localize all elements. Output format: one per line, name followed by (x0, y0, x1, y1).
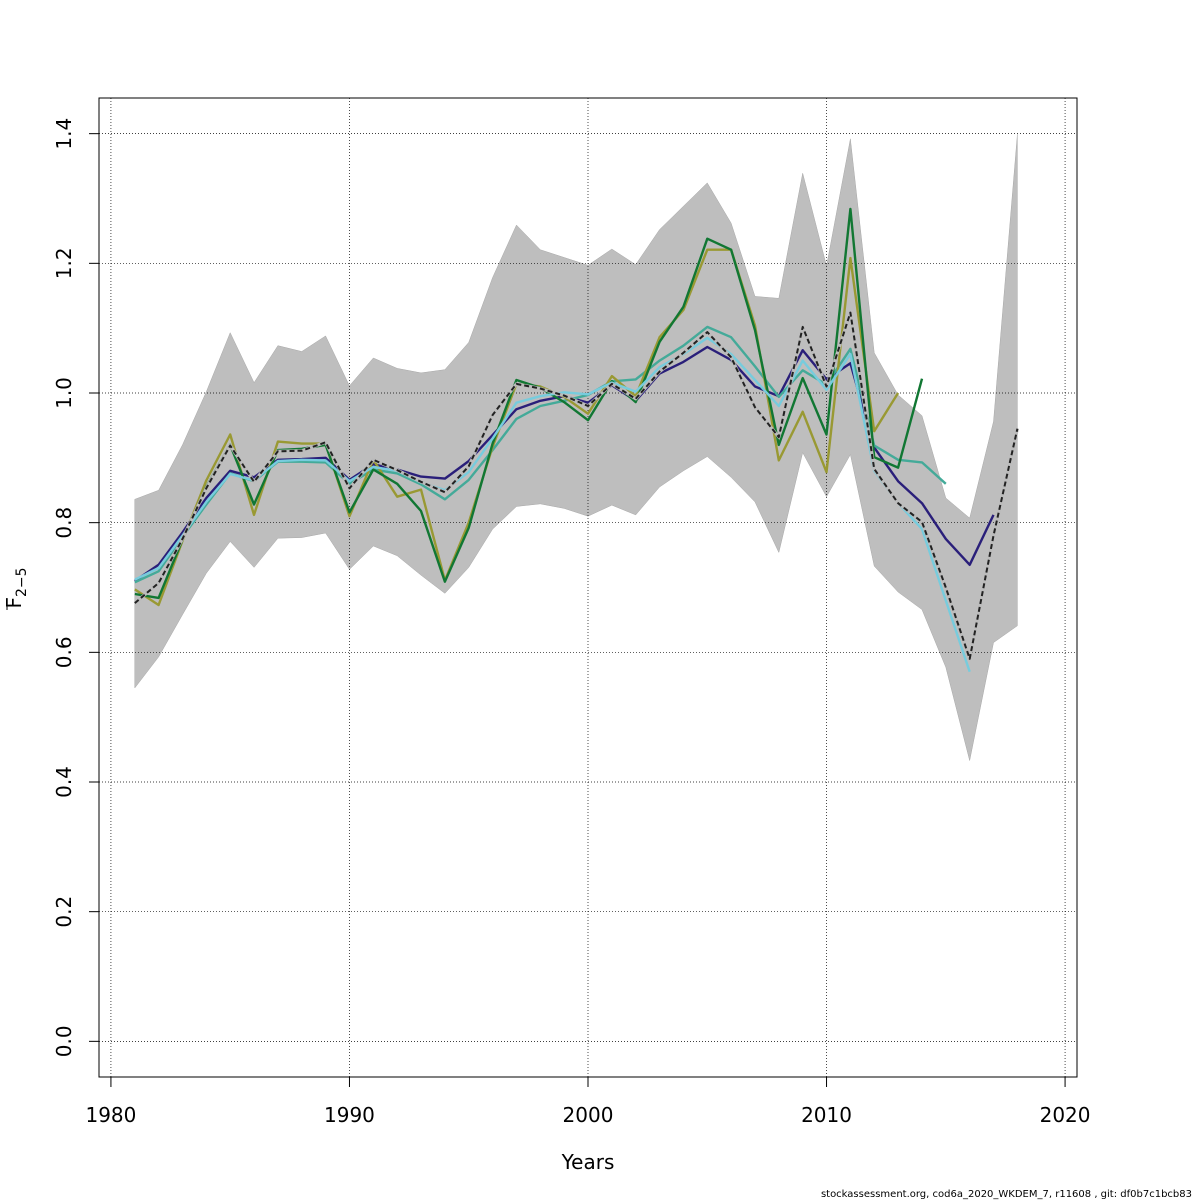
x-axis: 1980 1990 2000 2010 2020 (85, 1076, 1091, 1127)
x-tick-label: 2000 (563, 1103, 614, 1127)
series-layer (133, 207, 1019, 673)
y-tick-label: 0.4 (52, 766, 76, 798)
x-tick-label: 2010 (801, 1103, 852, 1127)
y-tick-label: 0.0 (52, 1025, 76, 1057)
confidence-band (134, 134, 1018, 761)
y-axis-title-sub: 2−5 (14, 567, 30, 597)
y-axis-title: F2−5 (2, 567, 30, 610)
x-tick-label: 2020 (1040, 1103, 1091, 1127)
footer-text: stockassessment.org, cod6a_2020_WKDEM_7,… (821, 1189, 1192, 1200)
series-line-3 (134, 207, 924, 600)
y-tick-label: 0.6 (52, 636, 76, 668)
x-axis-title: Years (561, 1150, 615, 1174)
series-line-4 (134, 336, 971, 673)
y-axis-title-main: F (2, 597, 26, 609)
y-tick-label: 1.0 (52, 377, 76, 409)
y-tick-label: 1.4 (52, 118, 76, 150)
confidence-band-layer (134, 134, 1018, 761)
y-tick-label: 0.2 (52, 896, 76, 928)
y-tick-label: 1.2 (52, 247, 76, 279)
x-tick-label: 1980 (85, 1103, 136, 1127)
svg-text:F2−5: F2−5 (2, 567, 30, 608)
y-axis: 0.0 0.2 0.4 0.6 0.8 1.0 1.2 1.4 (52, 118, 100, 1057)
series-line-5 (134, 311, 1019, 660)
x-tick-label: 1990 (324, 1103, 375, 1127)
y-tick-label: 0.8 (52, 507, 76, 539)
